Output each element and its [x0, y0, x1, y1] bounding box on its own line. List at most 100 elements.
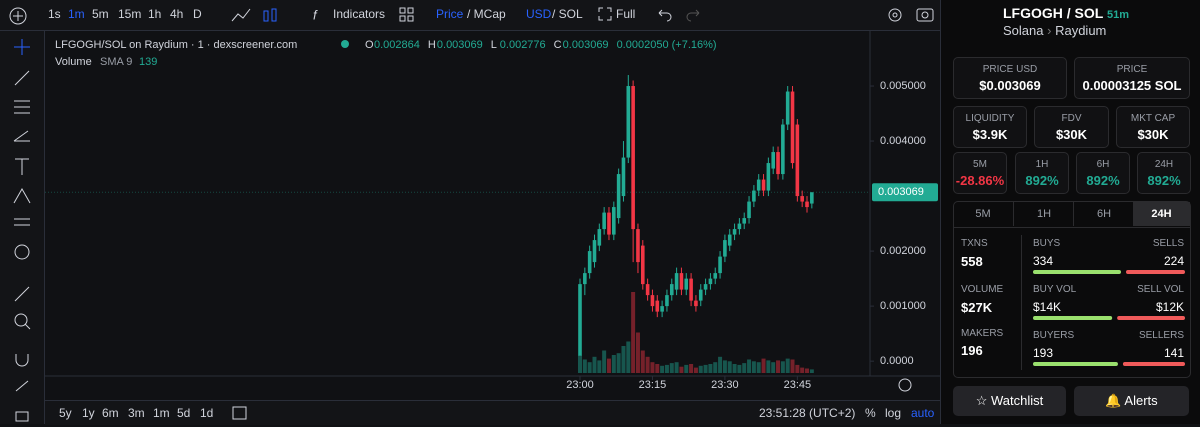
interval[interactable]: 1h — [148, 7, 162, 21]
stat-card: FDV $30K — [1034, 106, 1109, 148]
undo-redo[interactable] — [655, 7, 705, 23]
chain[interactable]: Solana — [1003, 23, 1044, 38]
candle-body — [698, 289, 703, 301]
range[interactable]: 6m — [102, 406, 119, 420]
settings-camera[interactable] — [885, 5, 935, 25]
candle-body — [790, 91, 795, 164]
candle-body — [732, 229, 737, 235]
volume-bar — [669, 363, 674, 373]
stat-label: BUY VOL — [1033, 284, 1077, 295]
pair-age: 51m — [1106, 9, 1130, 21]
candle-body — [694, 300, 698, 307]
percent-toggle[interactable]: % — [865, 406, 876, 420]
change-card: 1H 892% — [1015, 152, 1069, 194]
interval[interactable]: 5m — [92, 7, 109, 21]
sma-label: SMA 9 — [100, 56, 132, 68]
volume-bar — [611, 355, 616, 373]
dex[interactable]: Raydium — [1055, 23, 1107, 38]
interval[interactable]: D — [193, 7, 202, 21]
ratio-bars — [1033, 270, 1185, 366]
volume-bar — [674, 362, 679, 373]
range[interactable]: 5d — [177, 406, 191, 420]
mcap-toggle[interactable]: / MCap — [467, 7, 506, 21]
volume-bar — [660, 365, 665, 373]
candle-body — [636, 229, 640, 263]
volume-bar — [592, 356, 597, 373]
y-tick-label: 0.0000 — [880, 355, 914, 367]
candle-body — [742, 218, 747, 224]
change-card: 6H 892% — [1076, 152, 1130, 194]
range[interactable]: 1m — [153, 406, 170, 420]
range[interactable]: 1d — [200, 406, 214, 420]
volume-bar — [635, 332, 640, 373]
ohlc-key: L — [491, 39, 497, 51]
usd-toggle[interactable]: USD — [526, 7, 552, 21]
add-icon[interactable] — [8, 6, 28, 26]
volume-bar — [621, 346, 626, 373]
candle-body — [800, 196, 804, 202]
candle-body — [674, 273, 679, 290]
tab[interactable]: 6H — [1073, 202, 1134, 226]
candle-body — [703, 284, 708, 290]
volume-bar — [616, 353, 621, 373]
stat-label: MKT CAP — [1130, 113, 1176, 124]
sell-bar — [1117, 316, 1185, 320]
tab[interactable]: 5M — [975, 208, 991, 220]
buy-bar — [1033, 362, 1118, 366]
buy-bar — [1033, 316, 1113, 320]
interval[interactable]: 1m — [68, 7, 85, 21]
interval[interactable]: 1s — [48, 7, 61, 21]
status-dot — [341, 40, 349, 48]
fx-icon[interactable]: f — [310, 5, 330, 25]
ohlc-value: 0.003069 — [437, 39, 483, 51]
interval[interactable]: 15m — [118, 7, 142, 21]
volume-bar — [751, 361, 756, 373]
fullscreen-icon[interactable] — [598, 7, 612, 21]
stat-label: FDV — [1061, 113, 1082, 124]
chart-style-icons[interactable] — [230, 6, 280, 26]
tab[interactable]: 24H — [1133, 202, 1190, 226]
candle-body — [665, 295, 669, 307]
sell-bar — [1122, 362, 1185, 366]
volume-bar — [684, 364, 689, 373]
layout-icon[interactable] — [398, 6, 416, 24]
volume-bar — [747, 359, 752, 373]
stat-value: $12K — [1155, 300, 1184, 314]
axis-settings[interactable] — [898, 378, 912, 392]
volume-bar — [606, 358, 611, 373]
price-toggle[interactable]: Price — [436, 7, 464, 21]
range[interactable]: 1y — [82, 406, 95, 420]
drawing-tools[interactable] — [0, 31, 44, 424]
stat-value: 334 — [1033, 254, 1054, 268]
candle-body — [752, 190, 756, 202]
volume-bar — [809, 369, 814, 373]
alerts-button[interactable]: 🔔 Alerts — [1074, 386, 1189, 416]
volume-bar — [737, 364, 742, 373]
volume-bar — [795, 364, 800, 373]
log-toggle[interactable]: log — [885, 406, 902, 420]
drawing-toolbar — [0, 31, 45, 424]
sol-toggle[interactable]: / SOL — [552, 7, 583, 21]
stat-value: 224 — [1163, 254, 1184, 268]
auto-toggle[interactable]: auto — [911, 406, 935, 420]
change-label: 5M — [973, 159, 987, 170]
ohlc-legend: O 0.002864 H 0.003069 L 0.002776 C 0.003069 0.00… — [365, 39, 717, 51]
volume-bar — [713, 362, 718, 373]
volume-bar — [689, 364, 694, 373]
candle-body — [626, 86, 631, 158]
stat-value: $3.9K — [972, 127, 1008, 142]
range[interactable]: 3m — [128, 406, 145, 420]
stat-label: BUYERS — [1033, 330, 1075, 341]
tab[interactable]: 1H — [1013, 202, 1074, 226]
date-range-icon[interactable] — [231, 404, 249, 422]
full-button[interactable]: Full — [616, 7, 636, 21]
watchlist-button[interactable]: ☆ Watchlist — [953, 386, 1066, 416]
change-value: 892% — [1147, 173, 1181, 188]
indicators-button[interactable]: Indicators — [333, 7, 386, 21]
stat-label: TXNS — [961, 238, 988, 249]
interval[interactable]: 4h — [170, 7, 184, 21]
range[interactable]: 5y — [59, 406, 72, 420]
x-tick-label: 23:30 — [711, 379, 739, 391]
svg-text:f: f — [313, 7, 318, 22]
volume-bar — [602, 350, 607, 373]
